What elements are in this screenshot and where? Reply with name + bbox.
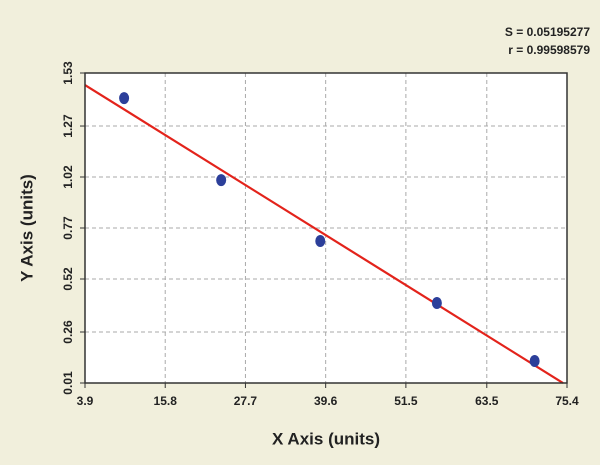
x-tick-label: 3.9 — [77, 394, 94, 408]
marks — [84, 84, 564, 384]
annotation: r = 0.99598579 — [508, 43, 590, 57]
point — [216, 174, 227, 187]
x-tick-label: 39.6 — [314, 394, 338, 408]
x-tick-label: 15.8 — [154, 394, 178, 408]
x-tick-label: 27.7 — [234, 394, 258, 408]
grid: 3.9 15.8 27.7 39.6 51.5 63.5 75.4 0.01 0.26 0.52 0… — [61, 61, 579, 408]
trendline — [84, 84, 564, 384]
y-tick-label: 1.27 — [61, 114, 75, 138]
point — [315, 235, 326, 248]
x-tick-label: 63.5 — [475, 394, 499, 408]
plot-border — [84, 72, 568, 384]
y-tick-label: 1.02 — [61, 165, 75, 189]
x-axis-title: X Axis (units) — [272, 429, 380, 448]
y-axis-title: Y Axis (units) — [17, 174, 36, 282]
annotation: S = 0.05195277 — [505, 25, 590, 39]
point — [119, 92, 130, 105]
y-tick-label: 0.26 — [61, 320, 75, 344]
point — [529, 354, 540, 367]
y-tick-label: 0.77 — [61, 216, 75, 240]
point — [431, 297, 442, 310]
y-tick-label: 0.52 — [61, 267, 75, 291]
x-tick-label: 75.4 — [555, 394, 579, 408]
y-tick-label: 1.53 — [61, 61, 75, 85]
y-tick-label: 0.01 — [61, 371, 75, 395]
x-tick-label: 51.5 — [394, 394, 418, 408]
